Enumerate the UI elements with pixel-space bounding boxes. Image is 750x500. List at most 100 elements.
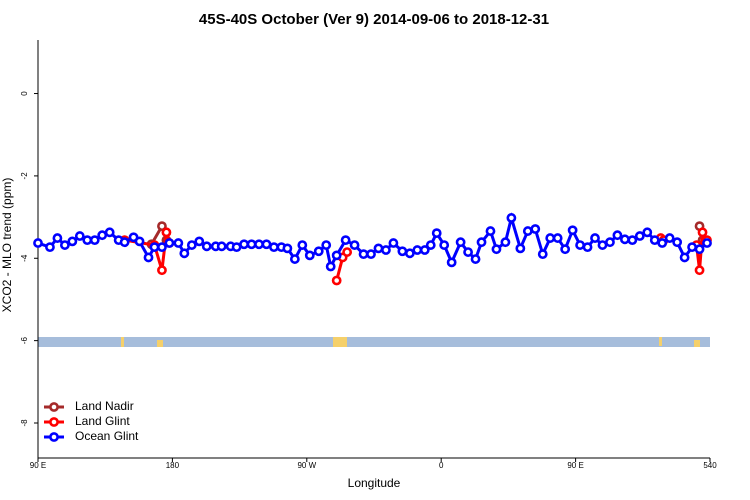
- point: [590, 233, 600, 243]
- point: [476, 237, 487, 248]
- point: [397, 246, 408, 257]
- point: [431, 228, 442, 239]
- point: [164, 238, 175, 248]
- point: [246, 239, 257, 250]
- point: [297, 240, 308, 250]
- point: [687, 242, 697, 253]
- point: [702, 238, 712, 248]
- point: [694, 244, 705, 255]
- point: [119, 237, 130, 248]
- point: [672, 237, 683, 248]
- x-tick-label: 540: [703, 461, 717, 470]
- legend-marker: [49, 432, 59, 442]
- chart-title: 45S-40S October (Ver 9) 2014-09-06 to 20…: [199, 11, 549, 28]
- point: [269, 242, 279, 253]
- point: [485, 226, 496, 236]
- point: [381, 245, 391, 255]
- point: [97, 230, 108, 241]
- point: [161, 227, 172, 238]
- point: [612, 230, 623, 241]
- y-axis-label: XCO2 - MLO trend (ppm): [0, 178, 14, 313]
- y-tick-label: -8: [20, 419, 29, 427]
- point: [157, 242, 167, 253]
- point: [104, 227, 115, 238]
- x-tick-label: 0: [439, 461, 444, 470]
- x-axis-label: Longitude: [348, 476, 401, 490]
- point: [552, 233, 563, 243]
- legend-marker: [49, 402, 59, 412]
- point: [45, 242, 55, 253]
- point: [439, 240, 450, 250]
- point: [149, 242, 160, 253]
- point: [575, 240, 585, 250]
- x-tick-label: 180: [166, 461, 180, 470]
- point: [239, 239, 249, 250]
- point: [388, 238, 399, 248]
- point: [634, 231, 645, 241]
- legend-text: Land Glint: [75, 414, 130, 428]
- point: [201, 241, 212, 252]
- point: [349, 240, 360, 250]
- point: [619, 234, 630, 245]
- legend-text: Ocean Glint: [75, 429, 139, 443]
- point: [425, 240, 436, 250]
- point: [649, 235, 660, 246]
- point: [82, 235, 93, 246]
- y-tick-label: -4: [20, 254, 29, 262]
- point: [545, 233, 556, 243]
- x-tick-label: 90 E: [567, 461, 583, 470]
- point: [52, 233, 63, 243]
- point: [321, 240, 332, 250]
- point: [366, 249, 376, 260]
- point: [664, 233, 675, 243]
- point: [358, 249, 369, 260]
- point: [89, 235, 100, 246]
- point: [530, 224, 541, 234]
- land-mask: [38, 337, 710, 347]
- point: [455, 237, 466, 248]
- point: [261, 239, 272, 250]
- point: [254, 239, 264, 250]
- legend-marker: [49, 417, 59, 427]
- point: [289, 254, 300, 264]
- point: [325, 261, 336, 272]
- point: [567, 225, 578, 236]
- point: [194, 236, 205, 247]
- point: [506, 213, 517, 223]
- point: [404, 248, 415, 259]
- point: [67, 236, 78, 247]
- point: [74, 231, 85, 241]
- point: [446, 257, 457, 268]
- point: [515, 243, 526, 254]
- y-tick-label: -6: [20, 337, 29, 345]
- point: [313, 246, 324, 257]
- point: [605, 237, 615, 248]
- point: [33, 238, 43, 248]
- x-tick-label: 90 W: [297, 461, 316, 470]
- point: [340, 235, 351, 246]
- point: [694, 265, 705, 276]
- point: [582, 242, 593, 253]
- point: [157, 221, 167, 232]
- point: [491, 244, 502, 255]
- point: [470, 254, 481, 264]
- point: [342, 247, 353, 257]
- point: [697, 227, 708, 238]
- point: [419, 245, 430, 255]
- point: [463, 247, 473, 257]
- point: [627, 235, 638, 246]
- point: [537, 249, 548, 260]
- point: [657, 238, 668, 248]
- point: [522, 226, 533, 236]
- point: [179, 248, 190, 259]
- point: [216, 241, 227, 252]
- series: [33, 212, 712, 272]
- point: [231, 242, 242, 253]
- point: [282, 243, 293, 254]
- point: [134, 236, 145, 247]
- point: [412, 245, 423, 255]
- point: [157, 265, 167, 276]
- point: [304, 250, 315, 261]
- point: [143, 252, 154, 263]
